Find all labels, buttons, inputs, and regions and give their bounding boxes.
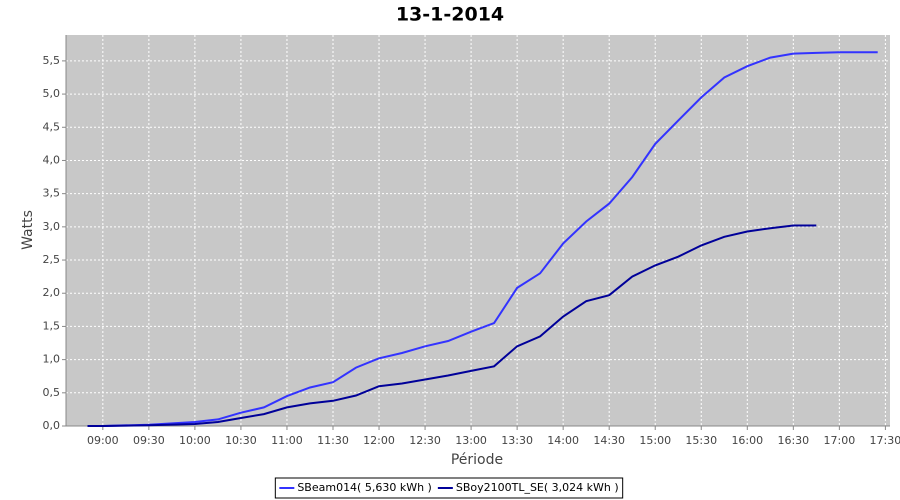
x-tick-label: 16:00 <box>731 434 763 447</box>
x-tick-label: 10:00 <box>179 434 211 447</box>
y-tick-label: 5,5 <box>43 54 61 67</box>
x-tick-label: 15:00 <box>639 434 671 447</box>
y-tick-label: 2,0 <box>43 286 61 299</box>
x-tick-label: 17:00 <box>824 434 856 447</box>
series-line <box>87 51 878 427</box>
y-tick-label: 1,0 <box>43 353 61 366</box>
x-tick-label: 09:00 <box>87 434 119 447</box>
x-tick-label: 15:30 <box>685 434 717 447</box>
y-tick-label: 3,0 <box>43 220 61 233</box>
x-tick-label: 12:00 <box>363 434 395 447</box>
x-tick-label: 11:00 <box>271 434 303 447</box>
y-tick-label: 5,0 <box>43 87 61 100</box>
x-tick-label: 13:00 <box>455 434 487 447</box>
legend-label: SBoy2100TL_SE( 3,024 kWh ) <box>456 481 619 494</box>
x-tick-label: 09:30 <box>133 434 165 447</box>
x-tick-label: 14:30 <box>593 434 625 447</box>
y-tick-label: 0,0 <box>43 419 61 432</box>
x-tick-label: 14:00 <box>547 434 579 447</box>
y-tick-label: 4,0 <box>43 153 61 166</box>
x-axis-label: Période <box>451 452 503 468</box>
y-axis-label: Watts <box>20 210 36 250</box>
y-tick-label: 4,5 <box>43 120 61 133</box>
x-tick-label: 12:30 <box>409 434 441 447</box>
y-tick-label: 0,5 <box>43 386 61 399</box>
y-tick-label: 3,5 <box>43 187 61 200</box>
x-tick-label: 13:30 <box>501 434 533 447</box>
x-tick-label: 16:30 <box>777 434 809 447</box>
x-tick-label: 17:30 <box>870 434 900 447</box>
series-line <box>87 224 817 427</box>
y-tick-label: 2,5 <box>43 253 61 266</box>
x-tick-label: 10:30 <box>225 434 257 447</box>
x-tick-label: 11:30 <box>317 434 349 447</box>
legend-label: SBeam014( 5,630 kWh ) <box>297 481 432 494</box>
chart-title: 13-1-2014 <box>396 4 504 26</box>
y-tick-label: 1,5 <box>43 319 61 332</box>
